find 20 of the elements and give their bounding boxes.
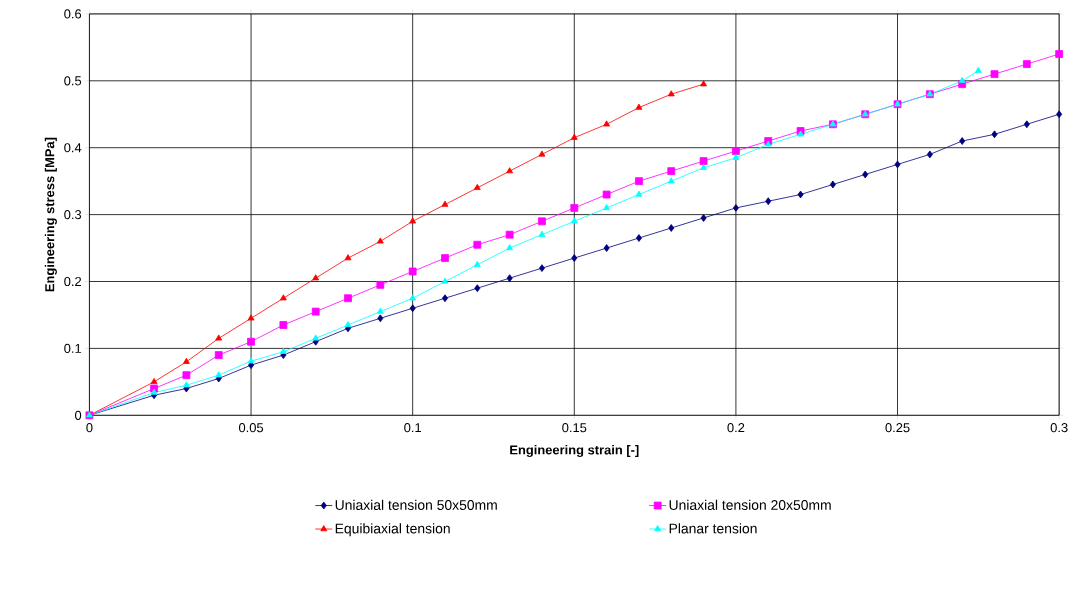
x-tick-label: 0.05: [238, 423, 264, 433]
x-tick-label: 0.1: [404, 423, 422, 433]
y-tick-label: 0.1: [64, 343, 82, 353]
legend-label: Equibiaxial tension: [335, 523, 450, 537]
x-tick-label: 0.2: [727, 423, 745, 433]
y-axis-title: Engineering stress [MPa]: [44, 137, 57, 292]
x-tick-label: 0.15: [562, 423, 587, 433]
x-tick-label: 0.3: [1050, 423, 1068, 433]
y-tick-label: 0.2: [64, 276, 82, 287]
legend-label: Uniaxial tension 20x50mm: [669, 499, 831, 510]
legend-label: Planar tension: [669, 523, 757, 534]
x-axis-title: Engineering strain [-]: [510, 444, 639, 458]
y-tick-label: 0.6: [64, 9, 82, 19]
x-tick-label: 0: [86, 423, 93, 433]
x-tick-label: 0.25: [885, 423, 910, 433]
y-tick-label: 0.3: [64, 210, 82, 220]
y-tick-label: 0.5: [64, 76, 82, 86]
legend-label: Uniaxial tension 50x50mm: [335, 499, 497, 510]
y-tick-label: 0.4: [64, 143, 82, 153]
y-tick-label: 0: [75, 410, 82, 420]
